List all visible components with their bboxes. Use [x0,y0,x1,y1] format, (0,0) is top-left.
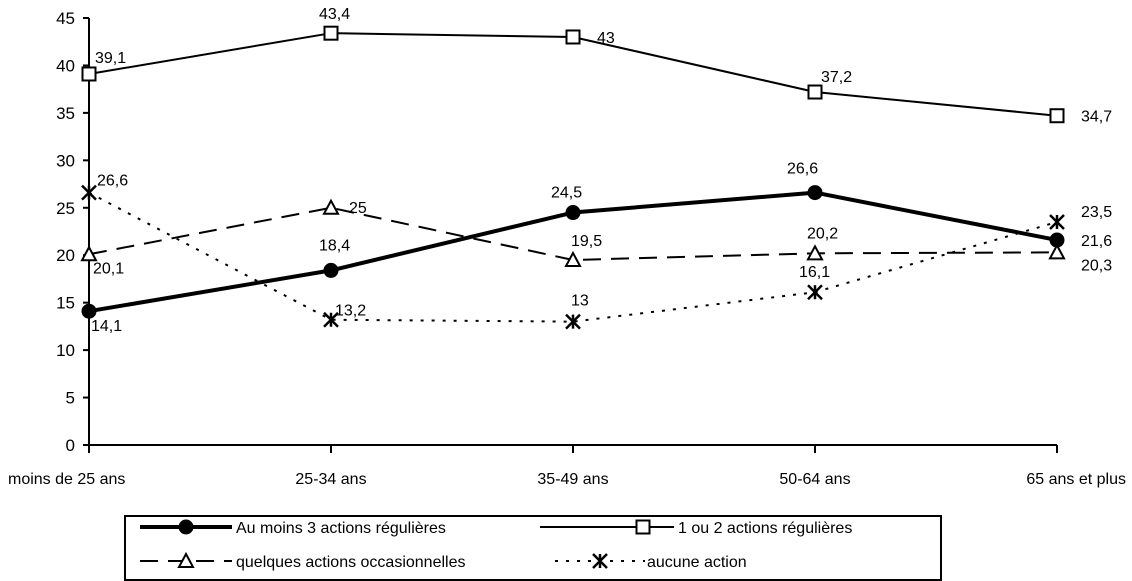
data-label: 18,4 [319,237,350,254]
legend-marker-series-2 [635,519,651,535]
series-lines [88,32,1058,323]
series-3-point [80,245,98,262]
legend-label-series-1: Au moins 3 actions régulières [236,520,446,537]
series-3-point [1048,243,1066,260]
y-tick-label: 10 [56,341,75,360]
x-tick-label: moins de 25 ans [8,471,125,488]
data-label: 16,1 [799,264,830,281]
series-markers [80,25,1066,330]
data-label: 13,2 [335,303,366,320]
series-2-point [323,25,339,41]
legend-marker-series-1 [178,519,194,535]
x-tick-label: 35-49 ans [537,471,608,488]
data-label: 23,5 [1081,204,1112,221]
data-label: 20,2 [807,225,838,242]
data-label: 13 [571,293,589,310]
y-tick-label: 25 [56,199,75,218]
y-tick-label: 30 [56,151,75,170]
legend-marker-series-3 [177,551,195,568]
series-2-point [807,84,823,100]
series-4-point [1049,214,1065,230]
legend-label-series-4: aucune action [647,554,747,571]
y-tick-label: 5 [66,389,75,408]
series-4-point [81,184,97,201]
legend-label-series-2: 1 ou 2 actions régulières [678,520,852,537]
series-4-point [565,313,581,330]
legend-label-series-3: quelques actions occasionnelles [236,554,465,571]
y-tick-label: 20 [56,246,75,265]
x-tick-label: 65 ans et plus [1026,471,1126,488]
data-label: 26,6 [787,161,818,178]
series-4-point [807,284,823,301]
data-label: 21,6 [1081,233,1112,250]
data-label: 25 [349,200,367,217]
legend-marker-series-4 [592,553,608,569]
legend-box [124,515,942,581]
y-tick-label: 35 [56,104,75,123]
series-1-point [565,205,581,221]
data-label: 19,5 [571,233,602,250]
y-tick-label: 40 [56,56,75,75]
series-4-point [323,311,339,328]
legend: Au moins 3 actions régulières 1 ou 2 act… [124,515,942,581]
series-line-2 [88,32,1058,117]
x-tick-label: 25-34 ans [295,471,366,488]
series-3-point [322,198,340,215]
series-3-point [564,250,582,267]
y-tick-label: 15 [56,294,75,313]
data-labels: 14,1 18,4 24,5 26,6 21,6 39,1 43,4 43 37,2 34,7 20… [91,6,1112,335]
data-label: 24,5 [551,185,582,202]
data-label: 26,6 [97,173,128,190]
data-label: 20,3 [1081,257,1112,274]
series-1-point [81,303,97,319]
data-label: 14,1 [91,318,122,335]
series-2-point [81,66,97,82]
data-label: 43,4 [319,6,350,23]
data-label: 20,1 [93,260,124,277]
y-tick-label: 45 [56,9,75,28]
series-2-point [565,29,581,45]
series-3-point [806,244,824,261]
y-tick-label: 0 [66,436,75,455]
data-label: 37,2 [821,69,852,86]
data-label: 39,1 [95,50,126,67]
data-label: 43 [597,30,615,47]
series-1-point [323,262,339,278]
x-tick-label: 50-64 ans [779,471,850,488]
axes: 0 5 10 15 20 25 30 35 40 45 moins de 25 ans 25-34 a… [8,9,1126,488]
data-label: 34,7 [1081,109,1112,126]
series-2-point [1049,108,1065,124]
series-1-point [807,185,823,201]
